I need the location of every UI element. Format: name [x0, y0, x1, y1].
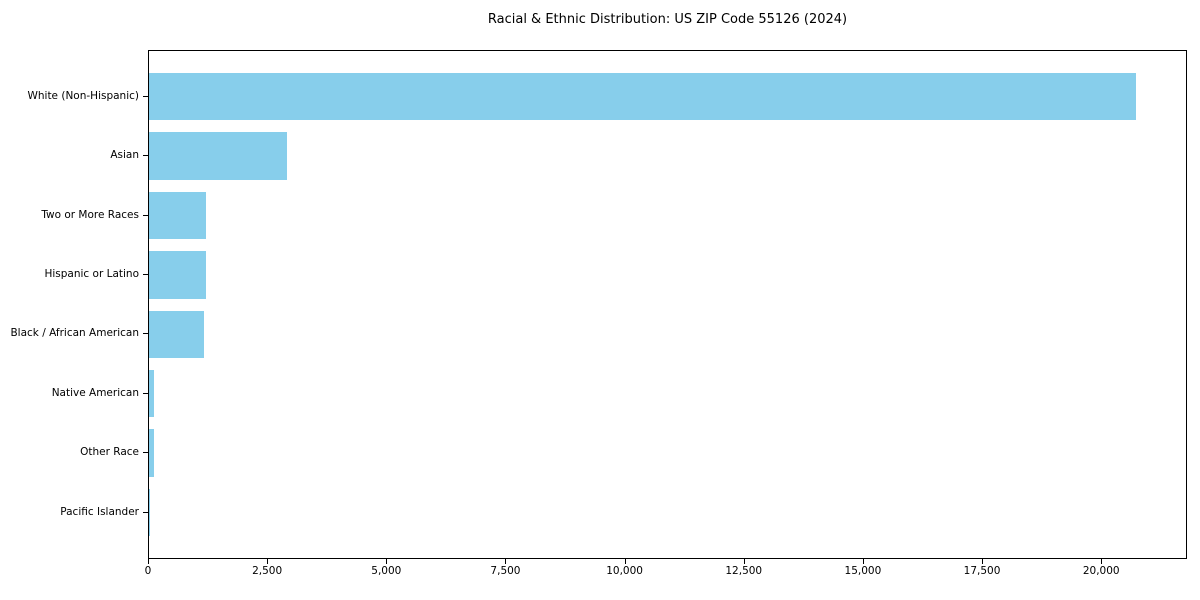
x-tick-mark — [624, 559, 626, 564]
x-tick-mark — [267, 559, 269, 564]
bar-row — [149, 126, 1186, 185]
bar-native-american — [149, 369, 155, 418]
x-tick-label: 20,000 — [1082, 565, 1120, 577]
y-tick-mark — [143, 333, 148, 335]
y-tick-label: Hispanic or Latino — [44, 267, 139, 280]
x-tick-label: 5,000 — [371, 565, 402, 577]
bar-row — [149, 483, 1186, 542]
bar-row — [149, 364, 1186, 423]
y-tick-label: Black / African American — [10, 327, 139, 340]
y-tick-mark — [143, 452, 148, 454]
bar-row — [149, 245, 1186, 304]
y-tick-label: Two or More Races — [41, 208, 139, 221]
bar-black-african-american — [149, 310, 205, 358]
x-tick-mark — [148, 559, 149, 564]
x-tick-mark — [862, 559, 864, 564]
x-tick-mark — [505, 559, 507, 564]
x-tick-mark — [386, 559, 388, 564]
x-tick-mark — [982, 559, 984, 564]
y-tick-label: Asian — [110, 148, 139, 161]
bar-other-race — [149, 429, 154, 477]
y-tick-mark — [143, 95, 148, 97]
bar-row — [149, 186, 1186, 245]
y-tick-mark — [143, 511, 148, 513]
bar-row — [149, 305, 1186, 364]
bar-row — [149, 67, 1186, 126]
y-tick-mark — [143, 214, 148, 216]
x-tick-mark — [743, 559, 745, 564]
y-tick-mark — [143, 155, 148, 157]
x-tick-label: 10,000 — [606, 565, 643, 577]
bar-asian — [149, 132, 288, 180]
x-tick-mark — [1101, 559, 1103, 564]
y-tick-label: Other Race — [80, 445, 139, 458]
bar-white-non-hispanic — [149, 72, 1136, 121]
y-tick-mark — [143, 392, 148, 394]
y-tick-label: Pacific Islander — [60, 505, 139, 518]
y-tick-mark — [143, 273, 148, 275]
plot-area — [148, 50, 1187, 559]
bar-row — [149, 423, 1186, 482]
x-tick-label: 12,500 — [725, 565, 763, 577]
x-tick-label: 0 — [144, 565, 152, 577]
x-tick-label: 2,500 — [252, 565, 283, 577]
x-tick-label: 7,500 — [490, 565, 521, 577]
chart-title: Racial & Ethnic Distribution: US ZIP Cod… — [487, 12, 848, 27]
x-tick-label: 17,500 — [963, 565, 1001, 577]
x-tick-label: 15,000 — [844, 565, 882, 577]
y-tick-label: White (Non-Hispanic) — [27, 89, 139, 102]
bar-two-or-more-races — [149, 191, 206, 240]
y-tick-label: Native American — [51, 386, 139, 399]
bar-hispanic-or-latino — [149, 251, 206, 299]
